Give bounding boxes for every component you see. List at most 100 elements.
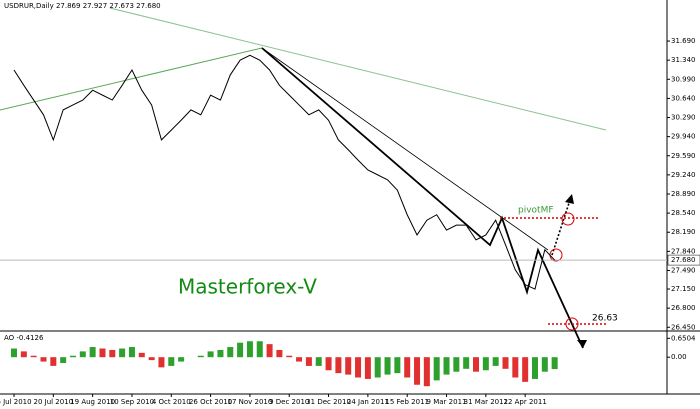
annotation: 26.63 (592, 314, 618, 324)
ao-bar (30, 355, 37, 358)
ao-bar (79, 351, 86, 358)
ao-bar (305, 357, 312, 366)
ao-bar (551, 357, 558, 370)
price-label-box (667, 254, 700, 266)
ao-bar (276, 349, 283, 358)
y-tick-label: 31.340 (671, 56, 696, 64)
y-tick-label: 27.840 (671, 247, 696, 255)
ao-bar (158, 357, 165, 368)
x-tick-label: 9 Mar 2011 (427, 398, 467, 406)
x-tick-label: 10 Sep 2010 (110, 398, 154, 406)
y-tick-label: 28.190 (671, 228, 696, 236)
x-tick-label: 17 Nov 2010 (227, 398, 272, 406)
ao-bar (40, 357, 47, 362)
ao-bar (502, 357, 509, 369)
ao-bar (374, 357, 381, 378)
ao-bar (11, 348, 17, 358)
x-tick-label: 24 Jan 2011 (347, 398, 389, 406)
ao-bar (355, 357, 362, 378)
x-tick-label: 9 Dec 2010 (269, 398, 309, 406)
y-tick-label: 30.990 (671, 75, 696, 83)
ao-bar (394, 357, 401, 374)
ao-bar (109, 349, 116, 358)
ao-bar (286, 355, 293, 358)
y-tick-label: 28.890 (671, 190, 696, 198)
y-tick-label: 29.240 (671, 171, 696, 179)
ao-bar (512, 357, 519, 378)
ao-bar (531, 357, 538, 379)
ao-bar (315, 357, 322, 366)
ao-bar (50, 357, 57, 366)
price-label: 27.680 (671, 256, 696, 264)
x-tick-label: 26 Oct 2010 (189, 398, 232, 406)
y-tick-label: 0.00 (671, 353, 687, 361)
x-tick-label: 4 Oct 2010 (152, 398, 191, 406)
arrow-head (565, 194, 574, 204)
y-tick-label: 31.690 (671, 37, 696, 45)
x-tick-label: 31 Dec 2010 (306, 398, 351, 406)
chart-title: USDRUR,Daily 27.869 27.927 27.673 27.680 (4, 2, 161, 10)
x-tick-label: 20 Jul 2010 (34, 398, 74, 406)
ao-bar (217, 349, 224, 358)
ao-bar (266, 344, 273, 358)
ao-bar (128, 347, 135, 358)
ao-bar (227, 347, 234, 358)
forecast-line (551, 199, 571, 256)
watermark: Masterforex-V (178, 275, 317, 299)
ao-bar (345, 357, 352, 375)
x-tick-label: 15 Feb 2011 (385, 398, 429, 406)
arrow-head (577, 340, 587, 348)
y-tick-label: 30.640 (671, 94, 696, 102)
ao-bar (138, 352, 145, 358)
ao-bar (453, 357, 460, 372)
ao-bar (168, 357, 175, 366)
price-line (13, 54, 556, 290)
ao-bar (522, 357, 529, 382)
x-tick-label: 22 Apr 2011 (504, 398, 547, 406)
trend-line (0, 47, 263, 111)
y-tick-label: 26.800 (671, 304, 696, 312)
y-tick-label: 0.6504 (671, 334, 696, 342)
y-tick-label: 27.150 (671, 285, 696, 293)
y-tick-label: 29.590 (671, 152, 696, 160)
y-tick-label: 30.290 (671, 114, 696, 122)
x-tick-label: 19 Aug 2010 (70, 398, 115, 406)
ao-bar (237, 342, 244, 358)
ao-bar (296, 357, 303, 362)
ao-bar (473, 357, 480, 372)
ao-bar (60, 357, 67, 363)
ao-bar (119, 348, 126, 358)
ao-bar (99, 348, 106, 358)
ao-bar (463, 357, 470, 369)
ao-bar (404, 357, 411, 378)
trend-line (109, 7, 607, 131)
ao-bar (414, 357, 421, 385)
ao-bar (197, 355, 204, 358)
x-tick-label: 31 Mar 2011 (464, 398, 508, 406)
ao-bar (492, 357, 499, 366)
ao-bar (207, 351, 214, 358)
y-tick-label: 28.540 (671, 209, 696, 217)
ao-bar (148, 357, 155, 361)
y-tick-label: 29.940 (671, 133, 696, 141)
ao-bar (69, 355, 76, 358)
x-tick-label: 6 Jul 2010 (0, 398, 32, 406)
y-tick-label: 27.490 (671, 266, 696, 274)
ao-bar (335, 357, 342, 374)
marker-circle (565, 317, 579, 331)
ao-bar (256, 341, 263, 358)
ao-bar (423, 357, 430, 387)
ao-bar (541, 357, 548, 372)
ao-bar (433, 357, 440, 381)
indicator-title: AO -0.4126 (4, 334, 44, 342)
ao-bar (325, 357, 332, 371)
annotation: pivotMF (518, 206, 554, 216)
trend-line (261, 47, 549, 251)
ao-bar (178, 357, 185, 362)
ao-bar (443, 357, 450, 375)
ao-bar (246, 341, 253, 358)
ao-bar (384, 357, 391, 375)
ao-bar (89, 347, 96, 358)
